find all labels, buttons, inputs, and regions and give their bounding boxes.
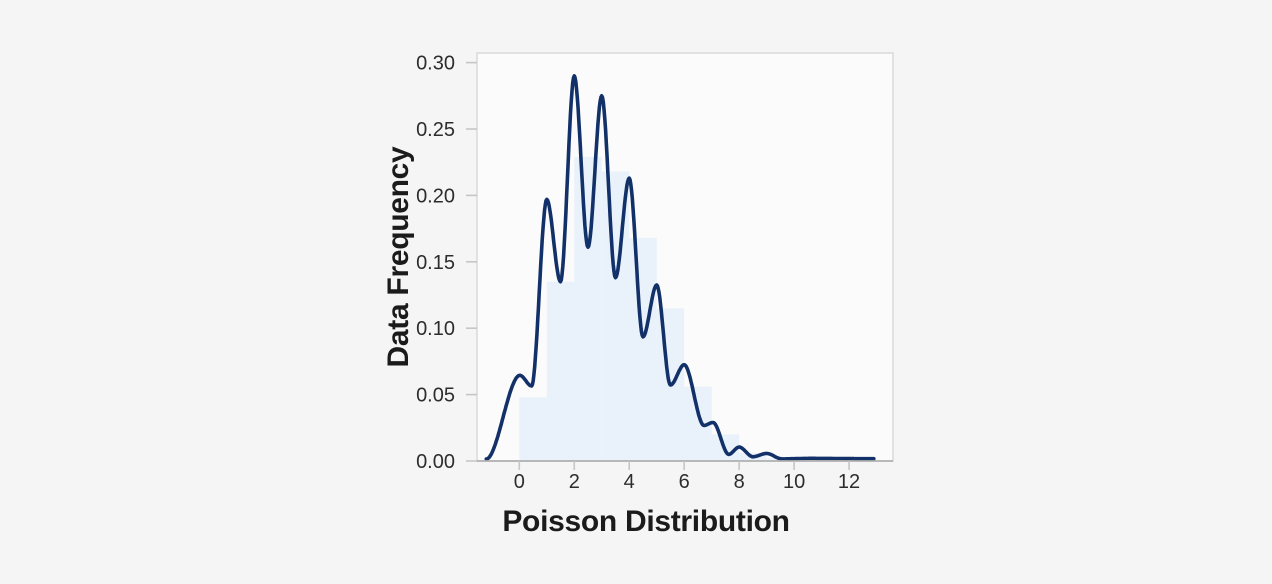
x-tick-label: 12	[838, 471, 860, 493]
kde-curve	[484, 74, 876, 461]
x-axis-title: Poisson Distribution	[502, 505, 789, 538]
x-tick-label: 0	[514, 471, 525, 493]
y-tick-label: 0.05	[416, 385, 455, 407]
histogram-bars	[519, 156, 795, 461]
x-tick-label: 10	[783, 471, 805, 493]
histogram-bar	[629, 237, 657, 461]
histogram-bar	[519, 397, 547, 461]
x-tick-label: 6	[679, 471, 690, 493]
x-axis-ticks: 0 2 4 6 8 10 12	[514, 461, 860, 493]
y-tick-label: 0.15	[416, 252, 455, 274]
y-tick-label: 0.20	[416, 185, 455, 207]
y-tick-label: 0.30	[416, 53, 455, 75]
y-tick-label: 0.10	[416, 318, 455, 340]
histogram-bar	[574, 156, 602, 461]
y-tick-label: 0.25	[416, 119, 455, 141]
y-axis-title: Data Frequency	[382, 146, 415, 367]
x-tick-label: 8	[734, 471, 745, 493]
x-tick-label: 2	[569, 471, 580, 493]
y-axis-ticks: 0.00 0.05 0.10 0.15 0.20 0.25 0.30	[416, 53, 477, 473]
x-tick-label: 4	[624, 471, 635, 493]
histogram-bar	[546, 281, 575, 461]
y-tick-label: 0.00	[416, 451, 455, 473]
